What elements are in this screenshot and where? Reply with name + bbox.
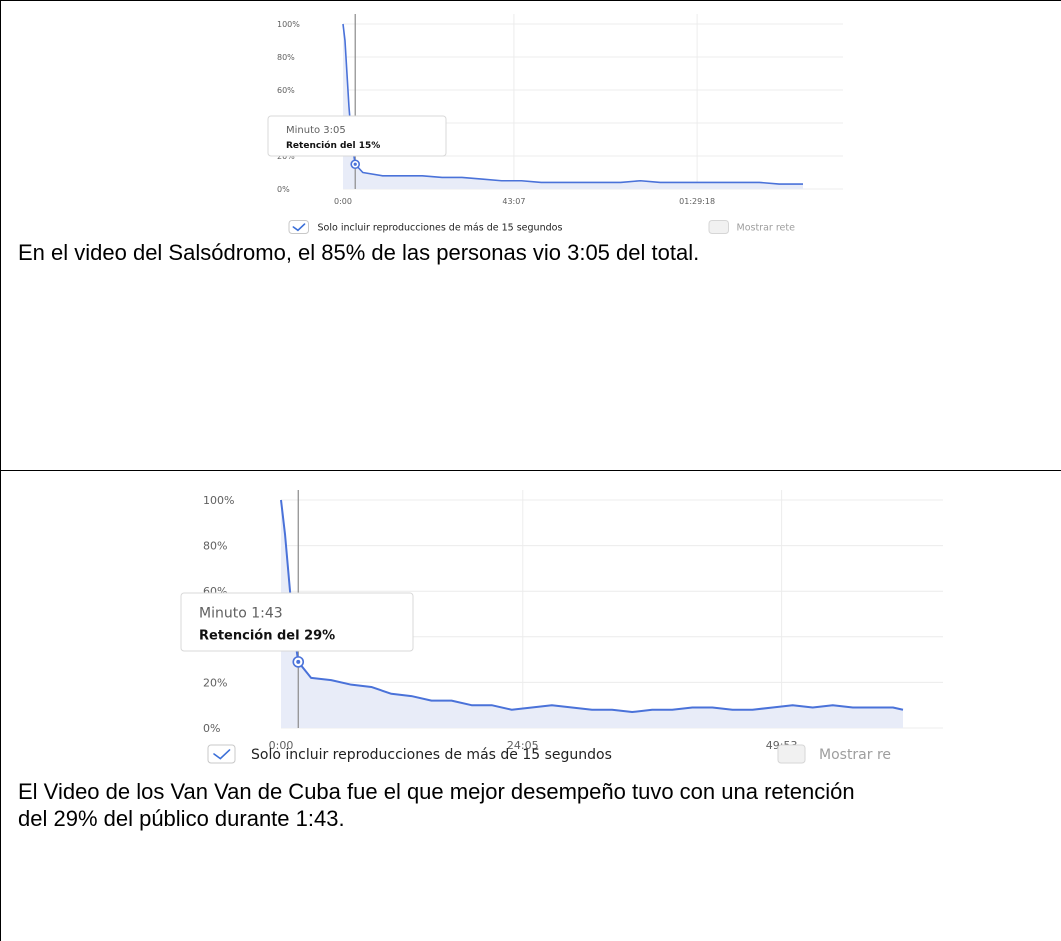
y-tick-label: 80%: [203, 539, 227, 552]
x-tick-label: 43:07: [502, 197, 525, 206]
caption-van-van-line-1: El Video de los Van Van de Cuba fue el q…: [18, 779, 855, 804]
include-15s-checkbox[interactable]: [207, 744, 236, 764]
checkbox-label: Solo incluir reproducciones de más de 15…: [318, 222, 563, 233]
y-tick-label: 0%: [203, 722, 220, 735]
checkbox-box[interactable]: [207, 744, 236, 764]
tooltip-title: Minuto 1:43: [199, 605, 283, 621]
x-tick-label: 0:00: [334, 197, 352, 206]
marker-point-center: [353, 162, 357, 166]
y-tick-label: 100%: [203, 494, 234, 507]
checkbox-box[interactable]: [288, 220, 309, 234]
checkbox-box[interactable]: [777, 744, 806, 764]
retention-area: [343, 24, 803, 189]
check-icon: [292, 223, 306, 232]
tooltip: Minuto 3:05 Retención del 15%: [267, 115, 447, 157]
retention-line: [280, 499, 904, 714]
show-retention-label: Mostrar re: [819, 747, 891, 763]
x-tick-label: 24:05: [507, 739, 539, 752]
check-icon: [213, 749, 231, 760]
tooltip-title: Minuto 3:05: [286, 125, 346, 136]
retention-chart-svg: 100%80%60%40%20%0%0:0043:0701:29:18Minut…: [267, 14, 843, 234]
table-cell-salsodromo: 100%80%60%40%20%0%0:0043:0701:29:18Minut…: [0, 0, 1061, 471]
y-tick-label: 20%: [203, 676, 227, 689]
tooltip: Minuto 1:43 Retención del 29%: [180, 592, 414, 652]
y-tick-label: 100%: [277, 20, 300, 29]
tooltip-box: [180, 592, 414, 652]
checkbox-box[interactable]: [708, 220, 729, 234]
retention-line: [342, 23, 803, 185]
show-retention-label: Mostrar rete: [737, 222, 796, 233]
show-retention-checkbox[interactable]: [708, 220, 729, 234]
y-tick-label: 0%: [277, 185, 290, 194]
caption-van-van: El Video de los Van Van de Cuba fue el q…: [18, 778, 855, 832]
retention-area: [281, 500, 903, 728]
y-tick-label: 60%: [277, 86, 295, 95]
y-tick-label: 80%: [277, 53, 295, 62]
include-15s-checkbox[interactable]: [288, 220, 309, 234]
x-tick-label: 01:29:18: [679, 197, 715, 206]
tooltip-box: [267, 115, 447, 157]
checkbox-label: Solo incluir reproducciones de más de 15…: [251, 747, 612, 763]
marker-point-center: [296, 659, 301, 664]
caption-salsodromo: En el video del Salsódromo, el 85% de la…: [18, 240, 700, 265]
caption-van-van-line-2: del 29% del público durante 1:43.: [18, 806, 345, 831]
tooltip-value: Retención del 29%: [199, 628, 335, 643]
tooltip-value: Retención del 15%: [286, 140, 380, 151]
show-retention-checkbox[interactable]: [777, 744, 806, 764]
x-tick-label: 0:00: [269, 739, 294, 752]
retention-chart-salsodromo: 100%80%60%40%20%0%0:0043:0701:29:18Minut…: [259, 6, 843, 238]
